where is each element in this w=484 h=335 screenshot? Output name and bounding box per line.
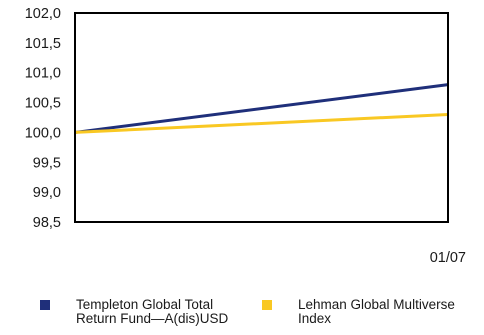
x-axis-tick-label: 01/07 [430,250,466,266]
legend-label-1: Templeton Global Total [76,297,213,312]
y-axis-tick-label: 102,0 [25,6,61,22]
y-axis-tick-label: 99,0 [33,185,61,201]
y-axis-tick-label: 99,5 [33,155,61,171]
plot-frame [74,12,449,223]
series-line-2 [74,113,449,134]
legend-label-1: Return Fund—A(dis)USD [76,311,229,326]
y-axis-tick-label: 98,5 [33,215,61,231]
y-axis-tick-label: 100,0 [25,125,61,141]
legend-label-2: Index [298,311,331,326]
series-line-1 [74,83,449,134]
legend-swatch-2 [262,300,272,310]
y-axis-tick-label: 100,5 [25,96,61,112]
y-axis-ticks: 102,0 101,5 101,0 100,5 100,0 99,5 99,0 98,5 [25,6,61,231]
legend-label-2: Lehman Global Multiverse [298,297,455,312]
y-axis-tick-label: 101,5 [25,36,61,52]
series-lines [74,83,449,134]
y-axis-tick-label: 101,0 [25,66,61,82]
legend-swatch-1 [40,300,50,310]
